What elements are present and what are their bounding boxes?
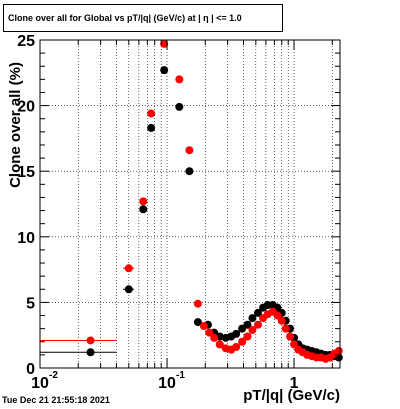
y-tick-label: 20 — [17, 99, 35, 116]
data-point — [238, 337, 247, 346]
data-point — [243, 320, 252, 329]
data-point — [147, 123, 156, 132]
data-point — [175, 102, 184, 111]
data-point — [248, 325, 257, 334]
grid-layer — [39, 39, 340, 369]
data-point — [124, 285, 133, 294]
data-layer — [40, 39, 343, 363]
series-1 — [40, 39, 343, 363]
y-tick-label: 25 — [17, 33, 35, 50]
y-tick-label: 0 — [26, 361, 35, 378]
data-point — [193, 318, 202, 327]
data-point — [286, 332, 295, 341]
data-point — [205, 328, 214, 337]
data-point — [160, 39, 169, 48]
data-point — [193, 299, 202, 308]
data-point — [253, 320, 262, 329]
data-point — [281, 324, 290, 333]
data-point — [175, 75, 184, 84]
data-point — [232, 343, 241, 352]
x-tick-exponent: -2 — [49, 370, 58, 381]
data-point — [215, 340, 224, 349]
data-point — [185, 167, 194, 176]
data-point — [253, 308, 262, 317]
plot-frame — [39, 39, 341, 369]
timestamp: Tue Dec 21 21:55:18 2021 — [2, 395, 110, 405]
data-point — [139, 205, 148, 214]
data-point — [147, 109, 156, 118]
y-tick-label: 15 — [17, 164, 35, 181]
series-0 — [40, 66, 343, 362]
data-point — [243, 332, 252, 341]
data-point — [86, 336, 95, 345]
data-point — [199, 322, 208, 331]
y-tick-label: 5 — [26, 295, 35, 312]
data-point — [139, 197, 148, 206]
data-point — [277, 316, 286, 325]
data-point — [232, 329, 241, 338]
chart-title-box: Clone over all for Global vs pT/|q| (GeV… — [3, 4, 283, 32]
x-tick-label: 1 — [290, 375, 299, 392]
x-tick-label: 10 — [31, 375, 49, 392]
x-axis-label: pT/|q| (GeV/c) — [243, 387, 340, 404]
x-tick-exponent: -1 — [176, 370, 185, 381]
y-tick-label: 10 — [17, 230, 35, 247]
data-point — [248, 314, 257, 323]
chart-title: Clone over all for Global vs pT/|q| (GeV… — [8, 13, 242, 23]
data-point — [124, 264, 133, 273]
data-point — [185, 146, 194, 155]
data-point — [160, 66, 169, 75]
data-point — [210, 333, 219, 342]
data-point — [86, 348, 95, 357]
y-axis-label: Clone over all (%) — [7, 62, 24, 188]
x-tick-label: 10 — [158, 375, 176, 392]
data-point — [334, 346, 343, 355]
